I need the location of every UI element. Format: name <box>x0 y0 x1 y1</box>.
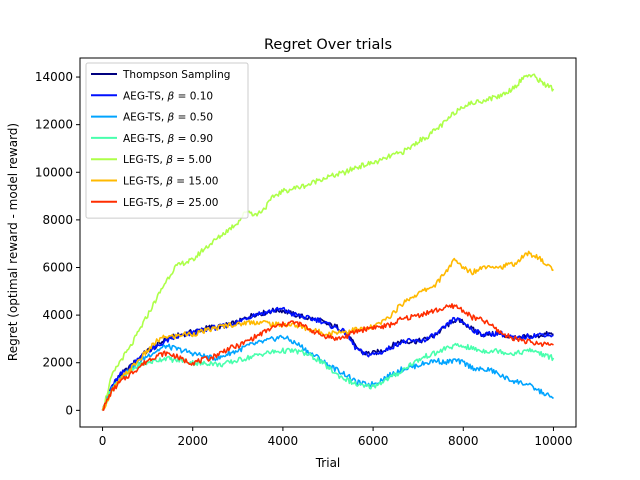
legend: Thompson Sampling AEG-TS, β = 0.10 AEG-TS,… <box>85 62 249 219</box>
axis-ticks: 0 2000 4000 6000 8000 10000 0 2000 4000 6000 8000 1… <box>35 70 573 448</box>
axes-frame <box>79 57 577 428</box>
y-tick-label: 14000 <box>35 70 73 84</box>
y-tick-label: 0 <box>65 403 73 417</box>
y-tick-label: 6000 <box>42 260 73 274</box>
y-tick-label: 8000 <box>42 213 73 227</box>
y-tick-label: 10000 <box>35 165 73 179</box>
x-tick-label: 8000 <box>448 434 479 448</box>
legend-label-7: LEG-TS, β = 25.00 <box>123 197 218 209</box>
legend-label-3: AEG-TS, β = 0.50 <box>123 112 213 124</box>
y-tick-label: 2000 <box>42 356 73 370</box>
x-axis-label: Trial <box>315 456 341 470</box>
x-tick-label: 4000 <box>268 434 299 448</box>
x-tick-label: 0 <box>99 434 107 448</box>
legend-label-6: LEG-TS, β = 15.00 <box>123 176 218 188</box>
legend-box <box>85 62 249 219</box>
legend-label-4: AEG-TS, β = 0.90 <box>123 133 213 145</box>
y-tick-label: 12000 <box>35 118 73 132</box>
series-line-2 <box>102 306 554 411</box>
legend-label-2: AEG-TS, β = 0.10 <box>123 90 213 102</box>
legend-label-5: LEG-TS, β = 5.00 <box>123 154 212 166</box>
series-line-7 <box>102 303 554 412</box>
chart-title: Regret Over trials <box>264 37 392 53</box>
y-axis-label: Regret (optimal reward - model reward) <box>6 123 20 361</box>
legend-label-1: Thompson Sampling <box>122 69 230 81</box>
x-tick-label: 6000 <box>358 434 389 448</box>
y-tick-label: 4000 <box>42 308 73 322</box>
series-line-5 <box>101 73 555 411</box>
plot-area <box>101 73 555 412</box>
series-line-4 <box>101 342 555 411</box>
x-tick-label: 10000 <box>534 434 572 448</box>
x-tick-label: 2000 <box>177 434 208 448</box>
